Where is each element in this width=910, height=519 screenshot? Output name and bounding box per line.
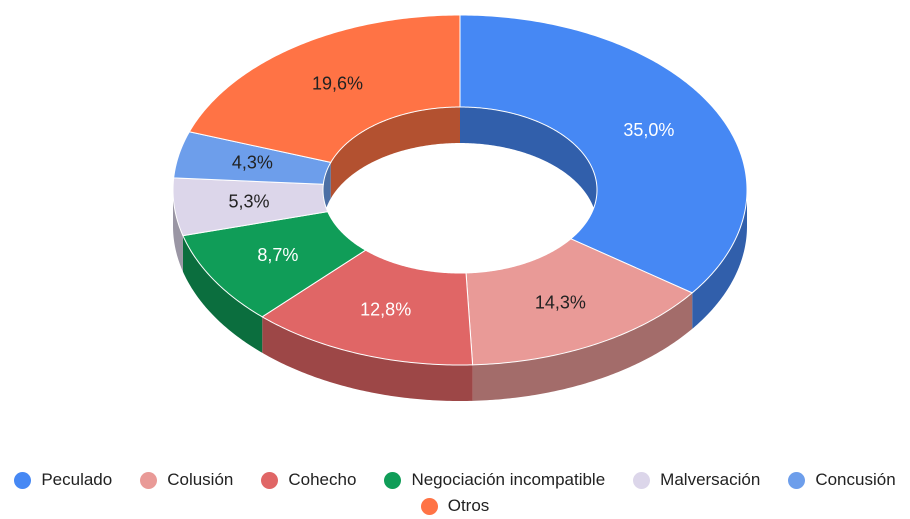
legend-item: Negociación incompatible — [384, 470, 605, 490]
data-label: 8,7% — [257, 245, 298, 265]
legend-label: Colusión — [167, 470, 234, 489]
plot: 35,0% 14,3% 12,8% 8,7% 5,3% 4,3% 19,6% — [172, 14, 748, 401]
legend-swatch — [788, 471, 806, 489]
legend-item: Concusión — [788, 470, 896, 490]
legend-label: Peculado — [41, 470, 113, 489]
slice-inner-side — [460, 107, 597, 226]
legend-label: Otros — [447, 496, 490, 515]
slice-side — [262, 316, 473, 401]
slice-side — [182, 235, 263, 353]
data-label: 19,6% — [312, 73, 363, 93]
legend-label: Cohecho — [288, 470, 357, 489]
data-label: 35,0% — [623, 120, 674, 140]
legend-swatch — [140, 471, 158, 489]
legend-swatch — [14, 471, 32, 489]
legend-swatch — [261, 471, 279, 489]
data-label: 5,3% — [228, 191, 269, 211]
legend-swatch — [384, 471, 402, 489]
legend: Peculado Colusión Cohecho Negociación incom… — [0, 470, 910, 516]
legend-item: Peculado — [14, 470, 112, 490]
legend-item: Cohecho — [261, 470, 356, 490]
legend-label: Concusión — [815, 470, 896, 489]
data-label: 4,3% — [232, 153, 273, 173]
data-label: 12,8% — [360, 300, 411, 320]
legend-swatch — [633, 471, 651, 489]
legend-item: Otros — [420, 496, 490, 516]
legend-item: Colusión — [140, 470, 233, 490]
legend-label: Negociación incompatible — [411, 470, 606, 489]
legend-label: Malversación — [660, 470, 761, 489]
legend-item: Malversación — [633, 470, 760, 490]
slice — [188, 14, 461, 163]
legend-swatch — [420, 497, 438, 515]
slice — [459, 14, 748, 294]
slice-inner-side — [330, 107, 460, 199]
data-label: 14,3% — [535, 292, 586, 312]
slice-side — [472, 292, 693, 401]
slice-side — [692, 190, 747, 329]
slice-side — [173, 190, 183, 272]
